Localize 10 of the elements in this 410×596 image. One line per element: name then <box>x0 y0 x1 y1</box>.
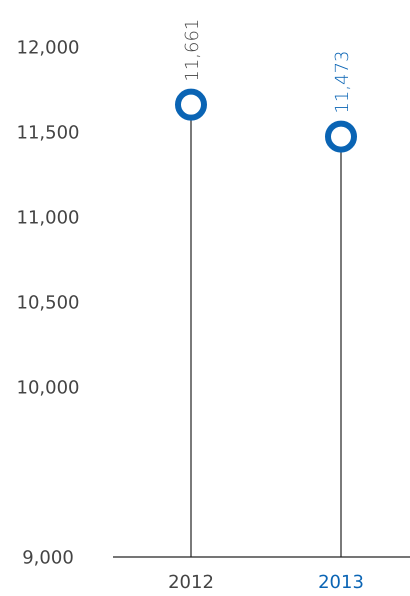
data-label: 11,661 <box>182 18 203 82</box>
x-tick-label: 2012 <box>168 572 214 593</box>
y-tick-label: 11,000 <box>16 207 80 228</box>
data-label: 11,473 <box>332 50 353 114</box>
y-tick-label: 12,000 <box>16 37 80 58</box>
y-tick-label: 10,000 <box>16 377 80 398</box>
y-tick-label: 10,500 <box>16 292 80 314</box>
x-tick-label: 2013 <box>318 572 364 593</box>
y-tick-label: 11,500 <box>16 122 80 144</box>
y-tick-label: 9,000 <box>22 547 74 568</box>
